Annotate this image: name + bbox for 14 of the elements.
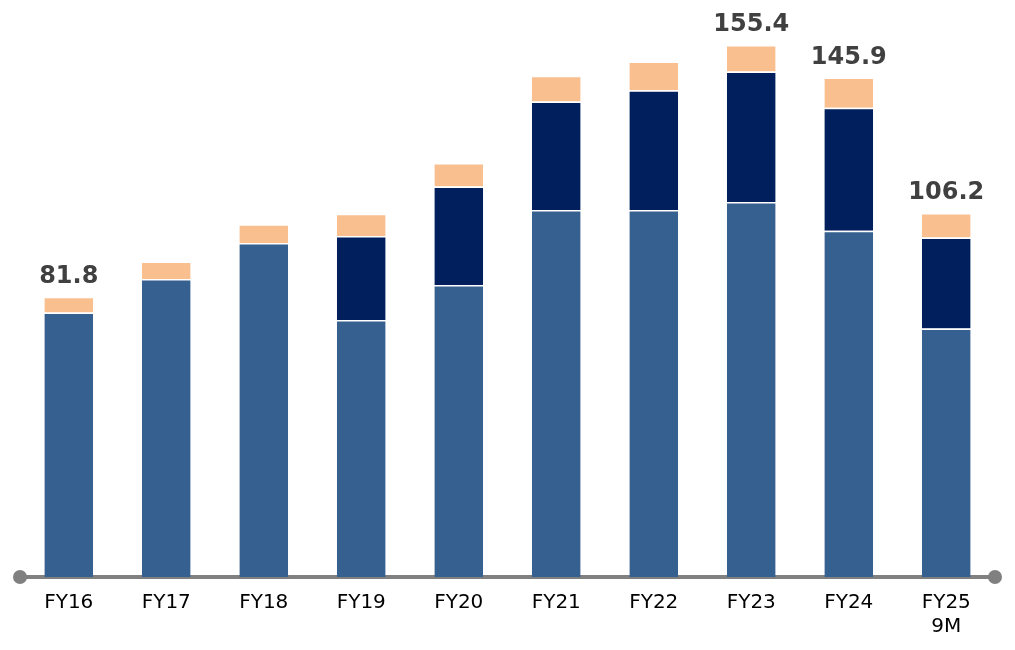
x-tick-label: FY19 bbox=[336, 589, 386, 614]
x-tick-label: FY18 bbox=[239, 589, 289, 614]
x-tick-label: FY25 9M bbox=[921, 589, 971, 638]
x-tick-label: FY17 bbox=[141, 589, 191, 614]
annotation: 81.8 bbox=[39, 260, 99, 289]
x-tick-label: FY23 bbox=[726, 589, 776, 614]
x-tick-label: FY24 bbox=[824, 589, 874, 614]
x-tick-label: FY16 bbox=[44, 589, 94, 614]
annotation: 106.2 bbox=[908, 177, 985, 206]
x-tick-label: FY20 bbox=[434, 589, 484, 614]
annotation: 155.4 bbox=[713, 9, 790, 38]
x-tick-label: FY22 bbox=[629, 589, 679, 614]
x-tick-label: FY21 bbox=[531, 589, 581, 614]
annotation: 145.9 bbox=[810, 41, 887, 70]
